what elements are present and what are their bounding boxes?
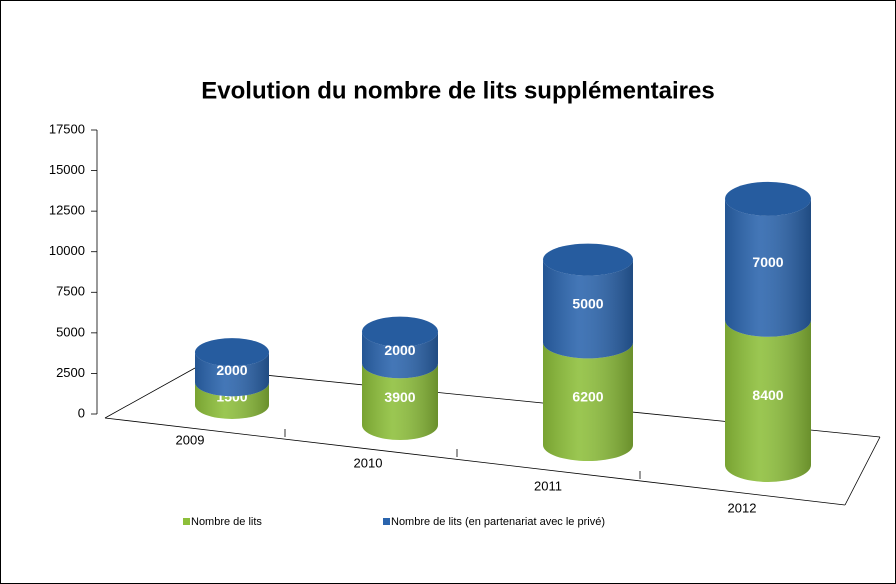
- y-tick-label: 15000: [49, 162, 85, 177]
- legend-swatch: [183, 518, 190, 525]
- x-tick-label: 2009: [176, 432, 205, 447]
- value-label: 2000: [216, 362, 247, 378]
- x-tick-label: 2011: [534, 478, 562, 493]
- shade: [195, 382, 269, 419]
- value-label: 8400: [752, 387, 783, 403]
- legend-label: Nombre de lits: [191, 516, 262, 528]
- value-label: 3900: [384, 389, 415, 405]
- x-tick-label: 2012: [728, 500, 757, 515]
- legend-label: Nombre de lits (en partenariat avec le p…: [391, 516, 605, 528]
- shade: [543, 342, 633, 461]
- value-label: 2000: [384, 342, 415, 358]
- legend-swatch: [383, 518, 390, 525]
- y-tick-label: 0: [78, 405, 85, 420]
- shade: [195, 352, 269, 397]
- shade: [725, 198, 811, 337]
- y-tick-label: 2500: [56, 365, 85, 380]
- shade: [362, 331, 438, 379]
- cap-shade: [543, 243, 633, 276]
- cap-shade: [195, 338, 269, 367]
- y-tick-label: 7500: [56, 284, 85, 299]
- y-tick-label: 17500: [49, 121, 85, 136]
- y-tick-label: 10000: [49, 243, 85, 258]
- cylinder-cap: [543, 243, 633, 276]
- chart-title: Evolution du nombre de lits supplémentai…: [201, 77, 714, 104]
- shade: [362, 363, 438, 440]
- y-tick-label: 12500: [49, 203, 85, 218]
- cap-shade: [362, 316, 438, 347]
- x-tick-label: 2010: [354, 455, 383, 470]
- cylinder-cap: [195, 338, 269, 367]
- cylinder-cap: [725, 181, 811, 216]
- shade: [725, 319, 811, 482]
- y-tick-label: 5000: [56, 324, 85, 339]
- value-label: 7000: [752, 254, 783, 270]
- shade: [543, 259, 633, 359]
- floor: [96, 130, 881, 506]
- cylinder-cap: [362, 316, 438, 347]
- value-label: 6200: [572, 388, 603, 404]
- value-label: 5000: [572, 296, 603, 312]
- cap-shade: [725, 181, 811, 216]
